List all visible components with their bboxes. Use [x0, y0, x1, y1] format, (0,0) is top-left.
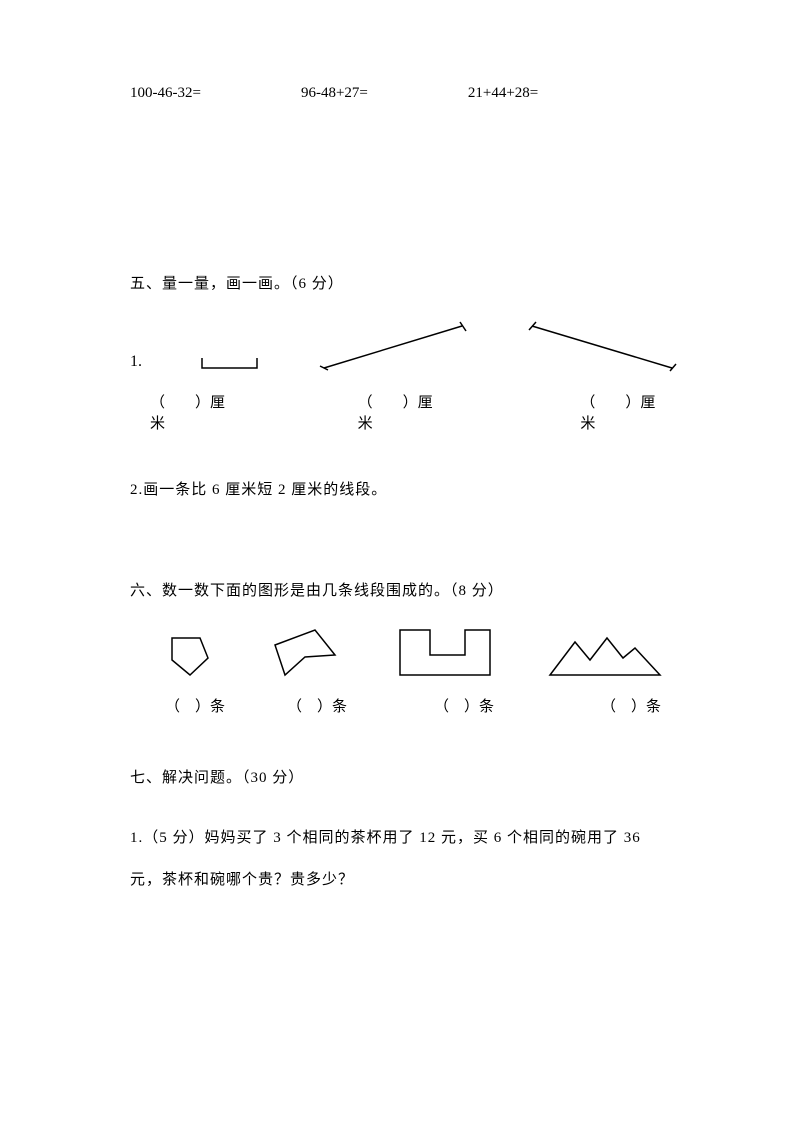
equations-row: 100-46-32= 96-48+27= 21+44+28=	[130, 85, 663, 102]
line-segment-2	[317, 318, 472, 373]
line-segment-1	[197, 353, 267, 373]
tiao-label-3: （ ）条	[434, 695, 494, 716]
shape-pentagon	[160, 630, 215, 680]
shape-mountains	[545, 630, 665, 680]
cm-label-2: （ ）厘米	[358, 391, 441, 433]
shape2-svg	[265, 625, 345, 680]
cm-label-3: （ ）厘米	[580, 391, 663, 433]
measure-labels: （ ）厘米 （ ）厘米 （ ）厘米	[130, 391, 663, 433]
cm-label-1: （ ）厘米	[150, 391, 233, 433]
equation-2: 96-48+27=	[301, 85, 368, 102]
section5-title: 五、量一量，画一画。（6 分）	[130, 272, 663, 293]
section7-q1: 1.（5 分）妈妈买了 3 个相同的茶杯用了 12 元，买 6 个相同的碗用了 …	[130, 817, 663, 901]
measure-row: 1.	[130, 318, 663, 373]
shape1-svg	[160, 630, 215, 680]
shape3-svg	[395, 625, 495, 680]
section7-title: 七、解决问题。（30 分）	[130, 766, 663, 787]
section6-title: 六、数一数下面的图形是由几条线段围成的。（8 分）	[130, 579, 663, 600]
tiao-label-1: （ ）条	[165, 695, 225, 716]
line-segment-3	[522, 318, 682, 373]
shape4-svg	[545, 630, 665, 680]
segment2-svg	[317, 318, 472, 373]
tiao-label-4: （ ）条	[601, 695, 661, 716]
shape-labels: （ ）条 （ ）条 （ ）条 （ ）条	[130, 695, 663, 716]
equation-3: 21+44+28=	[468, 85, 538, 102]
tiao-label-2: （ ）条	[287, 695, 347, 716]
equation-1: 100-46-32=	[130, 85, 201, 102]
section5-q2: 2.画一条比 6 厘米短 2 厘米的线段。	[130, 478, 663, 499]
shape-u-notch	[395, 625, 495, 680]
segment3-svg	[522, 318, 682, 373]
segment1-svg	[197, 353, 267, 373]
shapes-row	[130, 625, 663, 680]
q1-prefix: 1.	[130, 353, 142, 371]
shape-arrow-pentagon	[265, 625, 345, 680]
